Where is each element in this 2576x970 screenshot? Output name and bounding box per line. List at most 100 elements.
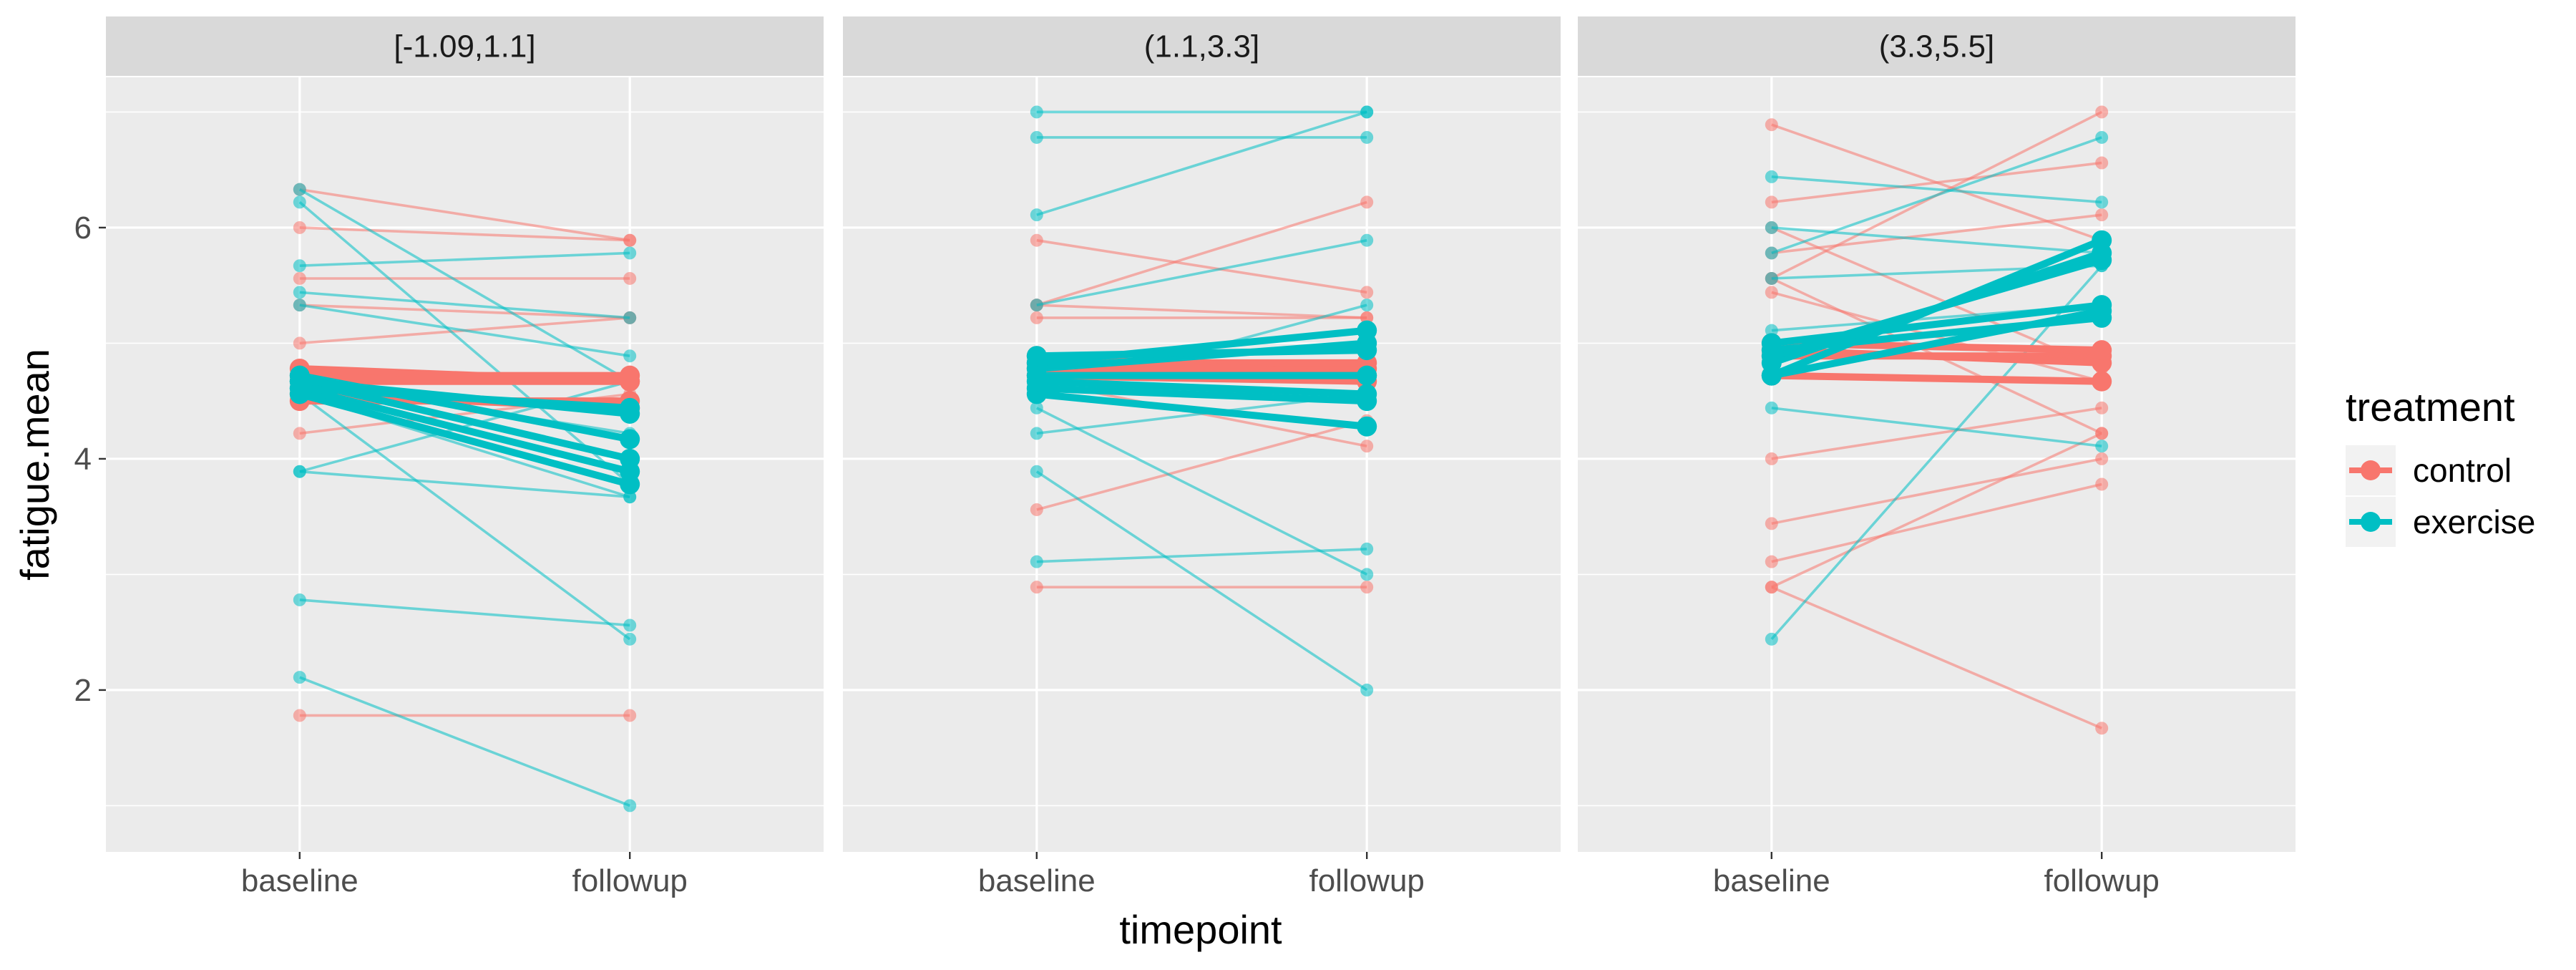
individual-point (1030, 311, 1043, 324)
facet-strip (1578, 16, 2296, 76)
summary-line-segment (1771, 372, 2102, 385)
individual-point (1360, 683, 1374, 697)
legend-key-point (2361, 460, 2381, 480)
x-tick-label: baseline (978, 863, 1096, 898)
legend-item-control: control (2346, 445, 2512, 495)
y-tick-label: 4 (74, 442, 92, 477)
individual-exercise-line (293, 246, 637, 273)
summary-line-segment (299, 384, 630, 412)
individual-point (1765, 220, 1778, 234)
individual-point (2095, 208, 2109, 222)
facet-strip (106, 16, 824, 76)
individual-line-segment (299, 251, 630, 268)
individual-point (1765, 401, 1778, 414)
individual-control-line (293, 709, 637, 722)
individual-point (623, 271, 637, 285)
individual-line-segment (1036, 548, 1367, 563)
facet-strip-label: (1.1,3.3] (1144, 29, 1259, 64)
individual-control-line (1765, 477, 2109, 568)
individual-point (1360, 130, 1374, 144)
facet-strip-label: (3.3,5.5] (1879, 29, 1994, 64)
summary-point (620, 448, 640, 469)
individual-point (1360, 286, 1374, 299)
individual-point (1030, 401, 1043, 414)
x-tick-label: followup (572, 863, 687, 898)
summary-point (1026, 346, 1047, 367)
legend-title: treatment (2346, 384, 2515, 430)
individual-point (623, 632, 637, 646)
individual-point (1765, 452, 1778, 465)
summary-point (1357, 340, 1377, 361)
x-tick-label: baseline (1713, 863, 1830, 898)
individual-line-segment (1035, 407, 1368, 576)
individual-control-line (1030, 311, 1374, 324)
individual-control-line (293, 220, 637, 247)
individual-point (2095, 427, 2109, 440)
summary-point (620, 429, 640, 450)
individual-point (1765, 555, 1778, 568)
individual-point (2095, 156, 2109, 170)
individual-exercise-line (1030, 105, 1374, 222)
individual-point (1765, 632, 1778, 646)
individual-exercise-line (293, 286, 637, 324)
individual-line-segment (1771, 407, 2102, 460)
x-axis-title: timepoint (1119, 907, 1282, 952)
summary-point (2092, 301, 2112, 321)
individual-point (1360, 311, 1374, 324)
individual-point (293, 259, 306, 273)
individual-exercise-line (1030, 401, 1374, 581)
individual-point (1765, 517, 1778, 530)
legend-key-point (2361, 512, 2381, 532)
individual-point (1765, 286, 1778, 299)
individual-line-segment (1770, 265, 2103, 641)
individual-point (2095, 722, 2109, 735)
individual-line-segment (1036, 304, 1367, 319)
individual-line-segment (298, 188, 631, 383)
summary-point (1357, 384, 1377, 404)
y-tick-label: 2 (74, 673, 92, 708)
individual-control-line (1030, 233, 1374, 299)
individual-point (1030, 130, 1043, 144)
individual-line-segment (1771, 175, 2102, 204)
individual-point (1765, 581, 1778, 594)
summary-line-segment (299, 364, 630, 385)
facet-panel-1: [-1.09,1.1] baseline followup (106, 16, 824, 898)
individual-point (1360, 105, 1374, 119)
individual-line-segment (298, 393, 631, 641)
individual-line-segment (1035, 470, 1368, 692)
x-tick-label: baseline (241, 863, 358, 898)
individual-exercise-line (1765, 130, 2109, 260)
summary-exercise-line (1026, 340, 1377, 367)
individual-line-segment (1771, 136, 2102, 255)
summary-line-segment (1036, 384, 1367, 405)
individual-point (1030, 105, 1043, 119)
individual-point (2095, 401, 2109, 414)
individual-control-line (1765, 581, 2109, 735)
legend-item-exercise: exercise (2346, 497, 2535, 547)
individual-point (293, 183, 306, 196)
summary-point (289, 378, 310, 399)
individual-point (1030, 465, 1043, 478)
summary-line-segment (298, 384, 631, 475)
individual-point (623, 619, 637, 632)
individual-point (623, 246, 637, 260)
summary-line-segment (1036, 346, 1367, 360)
panel-background (1578, 77, 2296, 852)
individual-point (623, 709, 637, 722)
individual-line-segment (299, 470, 630, 499)
individual-point (1360, 299, 1374, 312)
individual-point (2095, 452, 2109, 465)
individual-control-line (1765, 156, 2109, 209)
summary-point (1761, 365, 1782, 386)
summary-point (620, 371, 640, 392)
individual-point (1360, 195, 1374, 209)
individual-line-segment (1771, 213, 2102, 255)
y-axis-title: fatigue.mean (12, 349, 57, 581)
individual-point (1360, 233, 1374, 247)
individual-point (293, 299, 306, 312)
individual-line-segment (1771, 161, 2102, 204)
individual-point (1360, 542, 1374, 556)
individual-line-segment (299, 291, 630, 319)
individual-exercise-line (1030, 130, 1374, 144)
facet-panel-2: (1.1,3.3] baseline followup (843, 16, 1561, 898)
